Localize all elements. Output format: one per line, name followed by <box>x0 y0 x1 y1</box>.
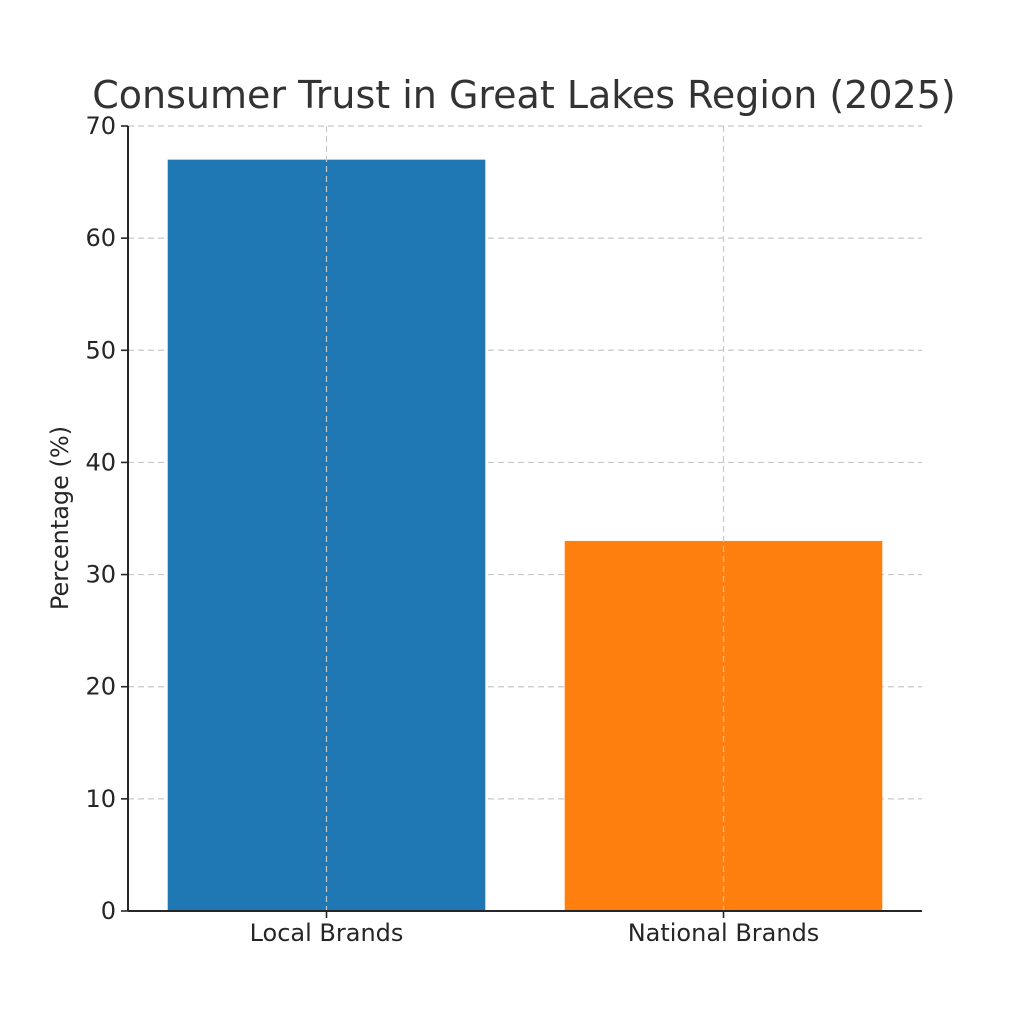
axes <box>127 126 922 912</box>
y-axis-label: Percentage (%) <box>46 426 74 610</box>
x-axis-ticks: Local Brands National Brands <box>250 911 820 947</box>
y-axis-ticks: 0 10 20 30 40 50 60 70 <box>85 112 128 925</box>
y-tick-label: 70 <box>85 112 116 140</box>
y-tick-label: 60 <box>85 224 116 252</box>
x-tick-label: Local Brands <box>250 919 404 947</box>
vertical-grid-lines <box>325 126 725 911</box>
chart-title: Consumer Trust in Great Lakes Region (20… <box>92 73 955 117</box>
y-tick-label: 50 <box>85 336 116 364</box>
bar-local-brands <box>167 159 486 912</box>
y-tick-label: 30 <box>85 561 116 589</box>
x-tick-label: National Brands <box>628 919 820 947</box>
y-tick-label: 10 <box>85 785 116 813</box>
y-tick-label: 0 <box>101 897 116 925</box>
y-tick-label: 40 <box>85 448 116 476</box>
y-tick-label: 20 <box>85 673 116 701</box>
bars <box>167 159 883 912</box>
